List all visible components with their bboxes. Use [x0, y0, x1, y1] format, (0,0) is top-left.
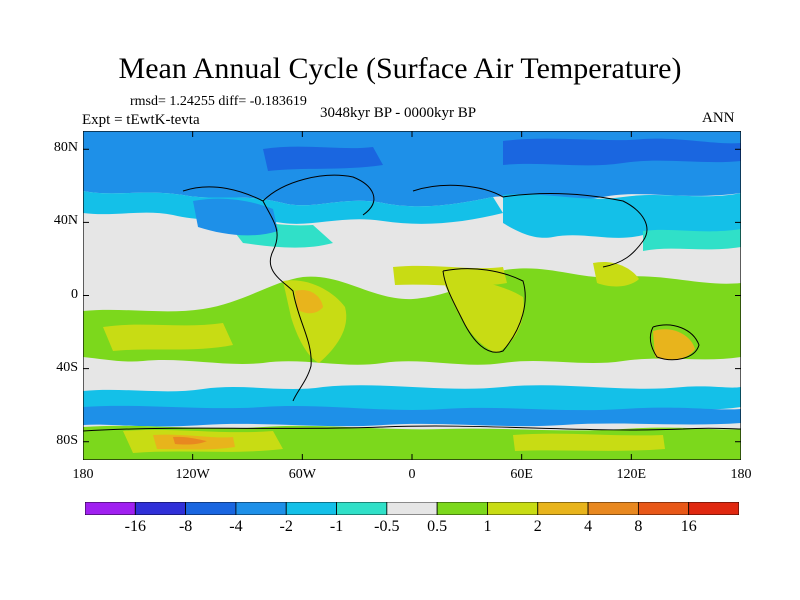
- colorbar-label: -4: [229, 518, 243, 535]
- colorbar-label: -16: [124, 518, 146, 535]
- africa-yellow: [443, 279, 524, 353]
- australia-warm: [653, 329, 695, 360]
- colorbar-swatch: [285, 502, 337, 515]
- sahel-warm: [393, 265, 507, 286]
- colorbar-swatch: [386, 502, 438, 515]
- lat-tick-label: 40S: [56, 359, 78, 375]
- antarctic-green-east: [513, 433, 665, 451]
- colorbar-swatch: [537, 502, 589, 515]
- amazon-orange: [295, 289, 323, 314]
- se-asia-warm: [593, 261, 639, 287]
- colorbar-swatch: [487, 502, 539, 515]
- colorbar: [85, 502, 739, 515]
- lon-tick-label: 180: [72, 467, 94, 482]
- lon-tick-label: 60E: [510, 467, 533, 482]
- colorbar-label: 8: [634, 518, 643, 535]
- colorbar-swatch: [436, 502, 488, 515]
- period-label: 3048kyr BP - 0000kyr BP: [320, 105, 477, 121]
- colorbar-swatch: [235, 502, 287, 515]
- lat-tick-label: 0: [71, 286, 78, 302]
- colorbar-label: 2: [533, 518, 542, 535]
- antarctic-red-spot: [173, 436, 207, 445]
- colorbar-swatch: [185, 502, 237, 515]
- rmsd-diff-stats: rmsd= 1.24255 diff= -0.183619: [130, 94, 307, 109]
- north-cyan-band: [83, 191, 503, 224]
- experiment-label: Expt = tEwtK-tevta: [82, 112, 200, 128]
- lat-tick-label: 80S: [56, 432, 78, 448]
- colorbar-swatch: [637, 502, 690, 515]
- colorbar-label: 4: [584, 518, 593, 535]
- colorbar-label: -8: [178, 518, 193, 535]
- tropical-warm-band: [83, 268, 741, 365]
- colorbar-swatch: [688, 502, 739, 515]
- colorbar-swatch: [587, 502, 639, 515]
- southern-deep-cool: [83, 405, 741, 427]
- colorbar-label: -1: [329, 518, 344, 535]
- colorbar-label: -0.5: [374, 518, 400, 535]
- lon-tick-label: 120E: [616, 467, 647, 482]
- lon-tick-label: 180: [730, 467, 752, 482]
- colorbar-label: 0.5: [427, 518, 448, 535]
- asia-cool-band: [503, 193, 741, 238]
- colorbar-swatch: [336, 502, 388, 515]
- season-label: ANN: [702, 110, 735, 126]
- na-cool: [193, 198, 278, 236]
- lon-tick-label: 120W: [175, 467, 210, 482]
- north-pacific-cyan: [643, 229, 741, 251]
- colorbar-label: -2: [279, 518, 293, 535]
- arctic-cool-patch: [263, 146, 383, 171]
- lat-tick-label: 80N: [53, 140, 78, 156]
- colorbar-label: 1: [483, 518, 492, 535]
- temperature-anomaly-map: [83, 131, 741, 460]
- arctic-deep-cool: [503, 138, 741, 166]
- south-pacific-yellow: [103, 323, 233, 351]
- chart-title: Mean Annual Cycle (Surface Air Temperatu…: [118, 52, 682, 85]
- lon-tick-label: 0: [408, 467, 416, 482]
- lon-tick-label: 60W: [288, 467, 316, 482]
- coastlines: [83, 174, 741, 432]
- lat-tick-label: 40N: [53, 213, 78, 229]
- colorbar-swatch: [134, 502, 187, 515]
- colorbar-swatch: [85, 502, 136, 515]
- map-ticks: [83, 131, 741, 460]
- colorbar-label: 16: [680, 518, 697, 535]
